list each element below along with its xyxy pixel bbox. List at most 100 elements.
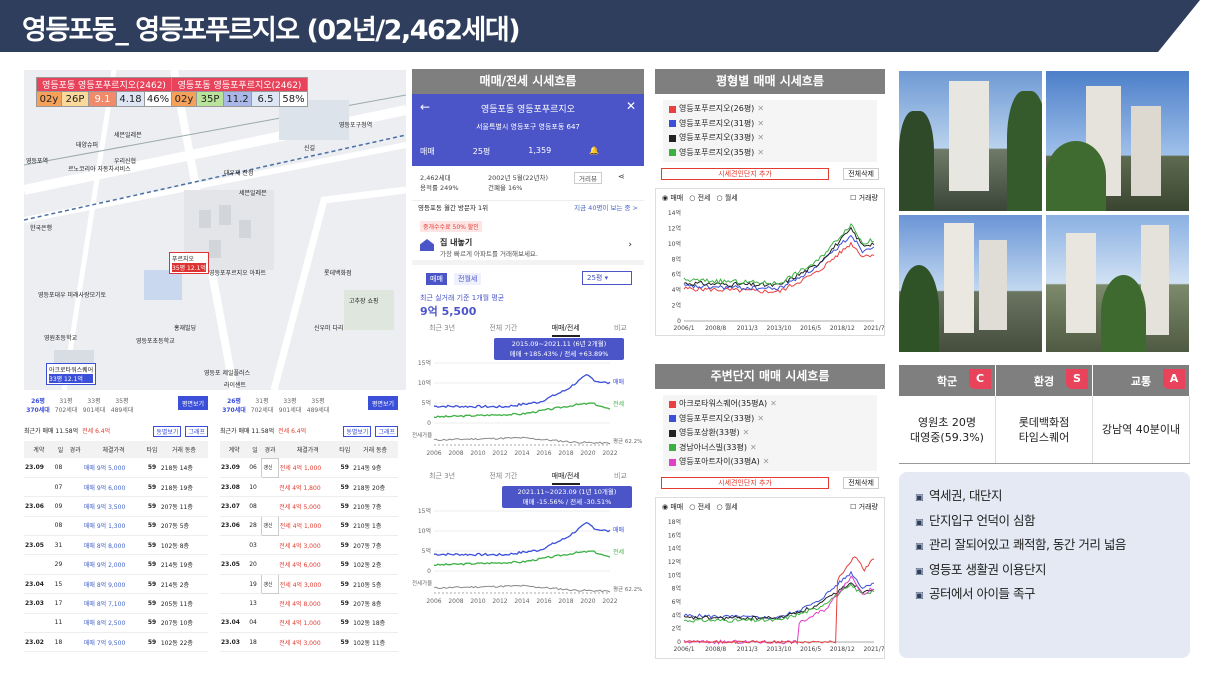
floorplan-button[interactable]: 평면보기 bbox=[177, 396, 208, 410]
floorplan-button[interactable]: 평면보기 bbox=[367, 396, 398, 410]
legend-item[interactable]: 경남아너스빌(33평) ✕ bbox=[669, 441, 871, 456]
table-row[interactable]: 23.03 18 전세 4억 3,000 59 102동 11층 bbox=[220, 632, 398, 653]
table-row[interactable]: 23.06 28 갱신 전세 4억 1,000 59 210동 1층 bbox=[220, 515, 398, 537]
rating-line: 강남역 40분이내 bbox=[1101, 423, 1181, 436]
close-icon[interactable]: ✕ bbox=[757, 133, 765, 142]
radio-rent[interactable]: ○ 전세 bbox=[689, 194, 711, 202]
table-row[interactable]: 08 매매 9억 1,300 59 207동 5층 bbox=[24, 516, 208, 537]
table-row[interactable]: 23.07 08 전세 4억 5,000 59 210동 7층 bbox=[220, 496, 398, 517]
table-row[interactable]: 23.08 10 전세 4억 1,800 59 218동 20층 bbox=[220, 477, 398, 498]
size-tab[interactable]: 26평 370세대 bbox=[222, 398, 246, 414]
legend-item[interactable]: 영등포푸르지오(33평) ✕ bbox=[669, 412, 871, 427]
table-row[interactable]: 23.04 04 전세 4억 1,000 59 102동 18층 bbox=[220, 613, 398, 634]
table-row[interactable]: 23.04 15 매매 8억 9,000 59 214동 2층 bbox=[24, 574, 208, 595]
map-marker[interactable]: 푸르지오 35평 12.1억 bbox=[169, 252, 209, 274]
close-icon[interactable]: ✕ bbox=[625, 99, 636, 113]
table-row[interactable]: 29 매매 9억 2,000 59 214동 19층 bbox=[24, 554, 208, 575]
table-cell bbox=[261, 496, 279, 517]
table-cell: 59 bbox=[144, 613, 160, 634]
add-complex-button[interactable]: 시세견인단지 추가 bbox=[661, 477, 829, 489]
legend-item[interactable]: 영등포푸르지오(33평) ✕ bbox=[669, 131, 871, 146]
y-tick-label: 12억 bbox=[668, 558, 681, 566]
table-row[interactable]: 13 전세 4억 8,000 59 207동 8층 bbox=[220, 593, 398, 614]
column-header: 계약 bbox=[220, 441, 249, 458]
table-row[interactable]: 03 전세 4억 3,000 59 207동 7층 bbox=[220, 535, 398, 556]
close-icon[interactable]: ✕ bbox=[749, 442, 757, 452]
legend-item[interactable]: 영등포상환(33평) ✕ bbox=[669, 426, 871, 441]
radio-rent[interactable]: ○ 전세 bbox=[689, 503, 711, 511]
legend-item[interactable]: 영등포푸르지오(26평) ✕ bbox=[669, 102, 871, 117]
volume-checkbox[interactable]: ☐ 거래량 bbox=[850, 194, 878, 202]
tab-sale[interactable]: 매매 bbox=[426, 273, 447, 285]
graph-button[interactable]: 그래프 bbox=[185, 426, 208, 437]
size-select[interactable]: 25평 bbox=[472, 147, 491, 156]
table-row[interactable]: 07 매매 9억 6,000 59 218동 19층 bbox=[24, 477, 208, 498]
legend-item[interactable]: 아크로타워스퀘어(35평A) ✕ bbox=[669, 397, 871, 412]
type-select[interactable]: 매매 bbox=[420, 147, 435, 156]
delete-all-button[interactable]: 전체삭제 bbox=[843, 477, 879, 489]
radio-monthly[interactable]: ○ 월세 bbox=[716, 194, 738, 202]
close-icon[interactable]: ✕ bbox=[757, 104, 765, 113]
radio-monthly[interactable]: ○ 월세 bbox=[716, 503, 738, 511]
dong-view-button[interactable]: 동별보기 bbox=[153, 426, 182, 437]
legend-item[interactable]: 영등포푸르지오(35평) ✕ bbox=[669, 146, 871, 161]
close-icon[interactable]: ✕ bbox=[770, 399, 777, 408]
map[interactable]: 영등포동 영등포푸르지오(2462) 영등포동 영등포푸르지오(2462) 02y… bbox=[24, 70, 406, 390]
comment-count[interactable]: 1,359 bbox=[528, 146, 552, 155]
period-tab[interactable]: 최근 3년 bbox=[429, 472, 456, 480]
dong-view-button[interactable]: 동별보기 bbox=[343, 426, 372, 437]
table-row[interactable]: 19 갱신 전세 4억 3,000 59 210동 5층 bbox=[220, 573, 398, 595]
size-tab[interactable]: 35평 489세대 bbox=[110, 398, 134, 414]
table-row[interactable]: 23.09 06 갱신 전세 4억 1,000 59 214동 9층 bbox=[220, 457, 398, 478]
table-row[interactable]: 11 매매 8억 2,500 59 207동 10층 bbox=[24, 613, 208, 634]
close-icon[interactable]: ✕ bbox=[757, 147, 765, 157]
period-tab[interactable]: 비교 bbox=[613, 324, 627, 332]
close-icon[interactable]: ✕ bbox=[762, 457, 770, 466]
table-cell: 전세 4억 8,000 bbox=[278, 593, 338, 614]
bell-icon[interactable]: 🔔 bbox=[589, 146, 600, 155]
table-cell: 갱신 bbox=[261, 515, 279, 537]
map-marker[interactable]: 아크로타워스퀘어 33평 12.1억 bbox=[46, 363, 97, 385]
close-icon[interactable]: ✕ bbox=[757, 118, 765, 128]
close-icon[interactable]: ✕ bbox=[742, 428, 750, 437]
size-tab[interactable]: 35평 489세대 bbox=[306, 398, 330, 414]
size-tab[interactable]: 31평 702세대 bbox=[250, 398, 274, 414]
legend-item[interactable]: 영등포푸르지오(31평) ✕ bbox=[669, 117, 871, 132]
table-row[interactable]: 23.02 18 매매 7억 9,500 59 102동 22층 bbox=[24, 632, 208, 653]
period-tab[interactable]: 최근 3년 bbox=[429, 324, 456, 332]
table-row[interactable]: 23.05 31 매매 8억 8,000 59 102동 8층 bbox=[24, 535, 208, 556]
radio-sale[interactable]: ◉ 매매 bbox=[662, 503, 684, 511]
table-row[interactable]: 23.05 20 전세 4억 6,000 59 102동 2층 bbox=[220, 554, 398, 575]
add-complex-button[interactable]: 시세견인단지 추가 bbox=[661, 168, 829, 180]
legend-item[interactable]: 영등포아트자이(33평A) ✕ bbox=[669, 455, 871, 470]
period-tab[interactable]: 전체 기간 bbox=[489, 472, 518, 480]
period-tab[interactable]: 전체 기간 bbox=[489, 324, 518, 332]
table-cell: 59 bbox=[337, 496, 353, 517]
size-tab[interactable]: 31평 702세대 bbox=[54, 398, 78, 414]
period-tab[interactable]: 매매/전세 bbox=[551, 467, 580, 485]
table-row[interactable]: 23.09 08 매매 9억 5,000 59 218동 14층 bbox=[24, 458, 208, 478]
size-tab[interactable]: 33평 901세대 bbox=[278, 398, 302, 414]
period-tab[interactable]: 매매/전세 bbox=[551, 319, 580, 337]
radio-sale[interactable]: ◉ 매매 bbox=[662, 194, 684, 202]
table-cell: 03 bbox=[248, 535, 262, 556]
sell-banner[interactable]: 집 내놓기 가장 빠르게 아파트를 거래해보세요. › bbox=[412, 233, 644, 265]
share-icon[interactable]: ⋖ bbox=[618, 172, 625, 181]
table-row[interactable]: 23.03 17 매매 8억 7,100 59 205동 11층 bbox=[24, 593, 208, 614]
size-dropdown[interactable]: 25평 ▾ bbox=[582, 271, 632, 285]
size-tab[interactable]: 26평 370세대 bbox=[26, 398, 50, 414]
tab-rent[interactable]: 전월세 bbox=[454, 273, 482, 285]
back-icon[interactable]: ← bbox=[420, 100, 431, 114]
size-tab[interactable]: 33평 901세대 bbox=[82, 398, 106, 414]
roadview-button[interactable]: 거리뷰 bbox=[574, 172, 602, 184]
visitor-now[interactable]: 지금 40명이 보는 중 > bbox=[574, 204, 638, 212]
close-icon[interactable]: ✕ bbox=[757, 413, 765, 423]
period-tab[interactable]: 비교 bbox=[613, 472, 627, 480]
delete-all-button[interactable]: 전체삭제 bbox=[843, 168, 879, 180]
series-line bbox=[683, 222, 874, 285]
volume-checkbox[interactable]: ☐ 거래량 bbox=[850, 503, 878, 511]
table-cell: 23.06 bbox=[220, 516, 249, 537]
graph-button[interactable]: 그래프 bbox=[375, 426, 398, 437]
table-row[interactable]: 23.06 09 매매 9억 3,500 59 207동 11층 bbox=[24, 496, 208, 517]
table-cell: 23.09 bbox=[24, 458, 54, 478]
